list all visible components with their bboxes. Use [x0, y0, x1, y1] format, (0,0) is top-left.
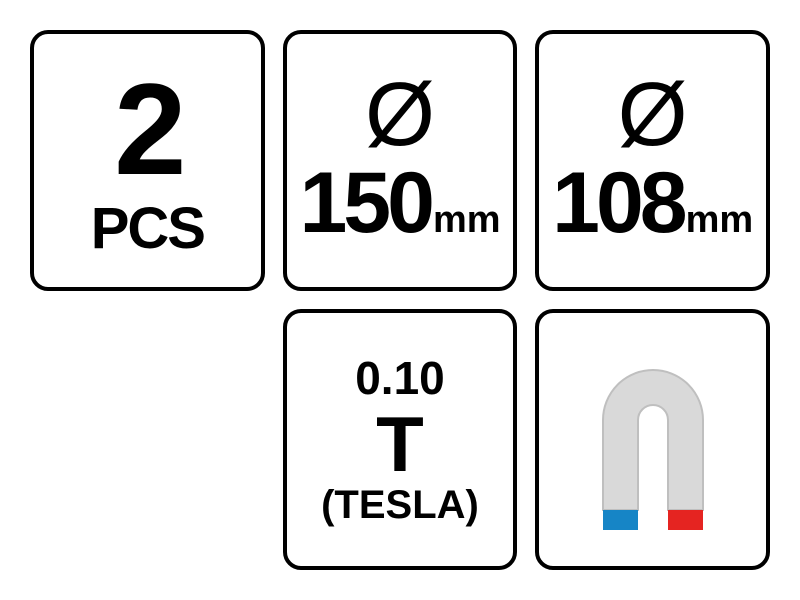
diameter-outer-value: 150 — [299, 160, 431, 246]
magnet-pole-north — [668, 510, 703, 530]
tile-diameter-outer: Ø 150 mm — [283, 30, 518, 291]
magnet-pole-south — [603, 510, 638, 530]
tile-pieces: 2 PCS — [30, 30, 265, 291]
flux-value: 0.10 — [355, 355, 445, 401]
spec-tile-grid: 2 PCS Ø 150 mm Ø 108 mm 0.10 T (TESLA) — [30, 30, 770, 570]
flux-label: (TESLA) — [321, 485, 479, 525]
tile-empty — [30, 309, 265, 570]
diameter-outer-row: 150 mm — [299, 160, 500, 246]
horseshoe-magnet-icon — [573, 350, 733, 530]
diameter-icon: Ø — [618, 75, 688, 156]
diameter-outer-unit: mm — [433, 201, 501, 239]
pieces-quantity: 2 — [114, 64, 180, 194]
diameter-inner-value: 108 — [552, 160, 684, 246]
diameter-inner-row: 108 mm — [552, 160, 753, 246]
pieces-label: PCS — [91, 200, 204, 258]
tile-flux: 0.10 T (TESLA) — [283, 309, 518, 570]
magnet-body — [603, 370, 703, 510]
flux-symbol: T — [376, 405, 424, 483]
tile-diameter-inner: Ø 108 mm — [535, 30, 770, 291]
diameter-icon: Ø — [365, 75, 435, 156]
tile-magnet-icon — [535, 309, 770, 570]
diameter-inner-unit: mm — [686, 201, 754, 239]
